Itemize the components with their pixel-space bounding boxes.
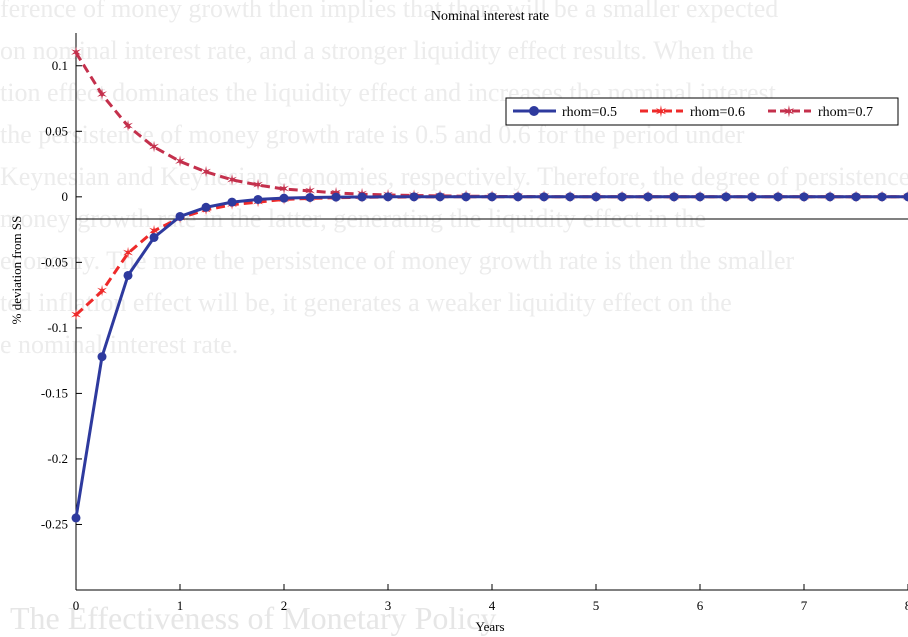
data-point [514,192,523,201]
data-point [332,193,341,202]
data-point [150,233,159,242]
x-tick-label: 2 [281,598,288,613]
data-point: ✶ [96,284,109,300]
data-point [540,192,549,201]
data-point [254,195,263,204]
y-tick-label: 0.1 [52,58,68,73]
x-tick-label: 6 [697,598,704,613]
y-tick-label: -0.1 [47,320,68,335]
data-point [124,271,133,280]
data-point [410,192,419,201]
legend-marker-rhom05 [529,106,539,116]
data-point [644,192,653,201]
y-tick-label: 0.05 [45,123,68,138]
data-point [72,513,81,522]
data-point [696,192,705,201]
data-point: ✶ [200,165,213,181]
y-tick-label: -0.05 [41,254,68,269]
data-point: ✶ [174,154,187,170]
data-point: ✶ [226,173,239,189]
y-tick-label: 0 [62,189,69,204]
data-point [774,192,783,201]
data-point: ✶ [122,119,135,135]
y-axis-label: % deviation from SS [9,216,24,325]
data-point [176,212,185,221]
data-point [462,192,471,201]
y-tick-label: -0.2 [47,451,68,466]
y-tick-label: -0.15 [41,385,68,400]
data-point: ✶ [252,178,265,194]
data-point [384,192,393,201]
data-point [436,192,445,201]
legend-label-rhom06: rhom=0.6 [690,105,745,120]
data-point: ✶ [122,246,135,262]
data-point [852,192,861,201]
chart-title: Nominal interest rate [431,9,549,24]
series-rhom=0.7: ✶✶✶✶✶✶✶✶✶✶✶✶✶✶✶✶✶✶✶✶✶✶✶✶✶✶✶✶✶✶✶✶✶ [70,46,908,206]
x-tick-label: 7 [801,598,808,613]
legend: rhom=0.5 ✶ rhom=0.6 ✶ rhom=0.7 [506,98,898,125]
data-point [228,198,237,207]
x-tick-label: 3 [385,598,392,613]
data-point [618,192,627,201]
data-point [358,192,367,201]
data-point: ✶ [148,140,161,156]
series-rhom=0.5 [72,192,908,522]
legend-marker-rhom07: ✶ [782,104,795,121]
y-tick-label: -0.25 [41,516,68,531]
data-point [202,203,211,212]
data-point [280,194,289,203]
legend-label-rhom05: rhom=0.5 [562,105,617,120]
data-point [488,192,497,201]
x-tick-label: 5 [593,598,600,613]
legend-label-rhom07: rhom=0.7 [818,105,873,120]
data-point [800,192,809,201]
data-point [670,192,679,201]
data-point: ✶ [70,308,83,324]
data-point [722,192,731,201]
data-point [878,192,887,201]
data-point: ✶ [70,46,83,62]
data-point [592,192,601,201]
x-axis-label: Years [475,619,504,634]
data-point: ✶ [96,88,109,104]
x-tick-label: 4 [489,598,496,613]
data-point [98,352,107,361]
x-tick-label: 0 [73,598,80,613]
legend-marker-rhom06: ✶ [654,104,667,121]
data-point [748,192,757,201]
x-tick-label: 1 [177,598,184,613]
data-point [566,192,575,201]
series-line [76,197,908,518]
data-point [306,193,315,202]
data-point [826,192,835,201]
